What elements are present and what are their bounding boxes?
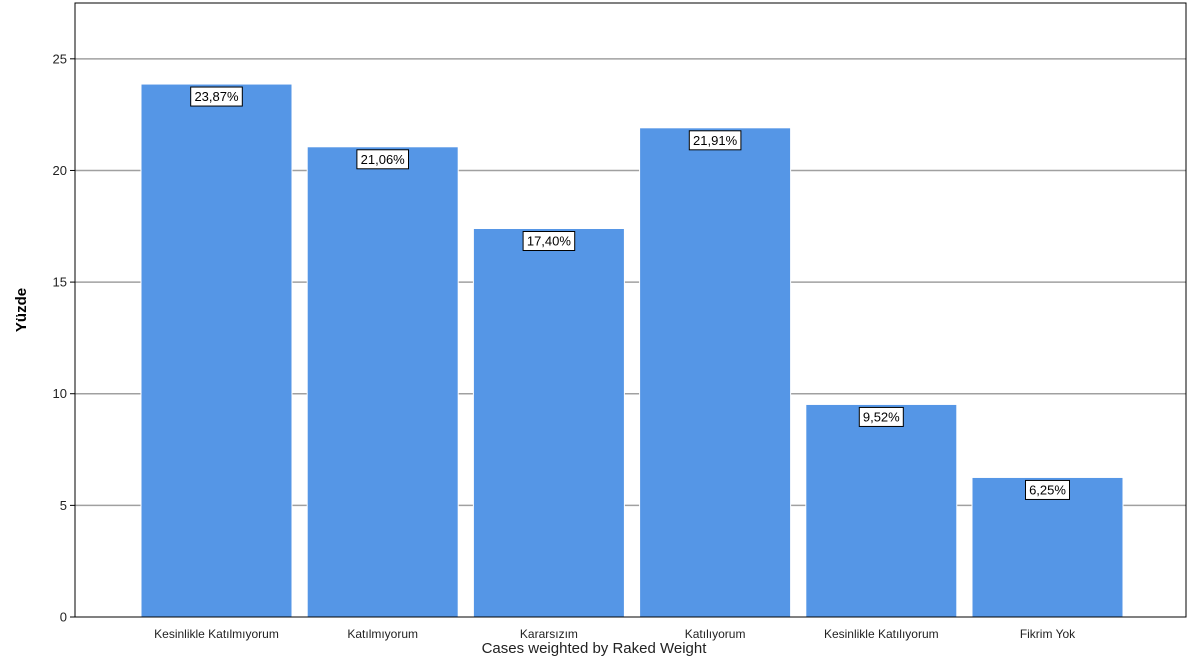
bar: [140, 83, 293, 618]
data-label: 17,40%: [527, 234, 572, 249]
data-label-box: [356, 149, 409, 170]
x-tick-label: Katılmıyorum: [347, 627, 418, 641]
bars: [140, 83, 1124, 618]
bar: [472, 228, 625, 618]
data-label-box: [688, 130, 742, 151]
y-tick-label: 5: [60, 498, 67, 513]
x-tick-label: Fikrim Yok: [1020, 627, 1076, 641]
y-axis-ticks: 0 5 10 15 20 25: [53, 51, 75, 625]
x-tick-label: Katılıyorum: [685, 627, 746, 641]
x-axis-title: Cases weighted by Raked Weight: [482, 640, 708, 657]
x-tick-label: Kararsızım: [520, 627, 578, 641]
data-label: 23,87%: [194, 89, 239, 104]
y-tick-label: 15: [53, 275, 67, 290]
data-label-box: [190, 86, 243, 107]
data-label: 21,06%: [361, 152, 406, 167]
y-axis-title: Yüzde: [13, 288, 30, 332]
data-label: 6,25%: [1029, 482, 1066, 497]
bar: [639, 127, 792, 618]
y-tick-label: 20: [53, 163, 67, 178]
y-tick-label: 0: [60, 610, 67, 625]
data-label-box: [522, 231, 576, 252]
bar: [306, 146, 459, 618]
y-tick-label: 25: [53, 51, 67, 66]
data-label-box: [1025, 479, 1070, 500]
data-label-box: [858, 406, 904, 427]
x-axis-ticks: Kesinlikle Katılmıyorum Katılmıyorum Karar…: [154, 627, 1076, 641]
data-label: 21,91%: [693, 133, 738, 148]
bar: [971, 476, 1124, 618]
bar: [805, 403, 958, 618]
y-tick-label: 10: [53, 386, 67, 401]
data-labels: 23,87% 21,06% 17,40% 21,91% 9,52% 6,25%: [190, 86, 1070, 500]
data-label: 9,52%: [863, 409, 900, 424]
x-tick-label: Kesinlikle Katılıyorum: [824, 627, 939, 641]
x-tick-label: Kesinlikle Katılmıyorum: [154, 627, 279, 641]
plot-frame: [74, 2, 1187, 618]
